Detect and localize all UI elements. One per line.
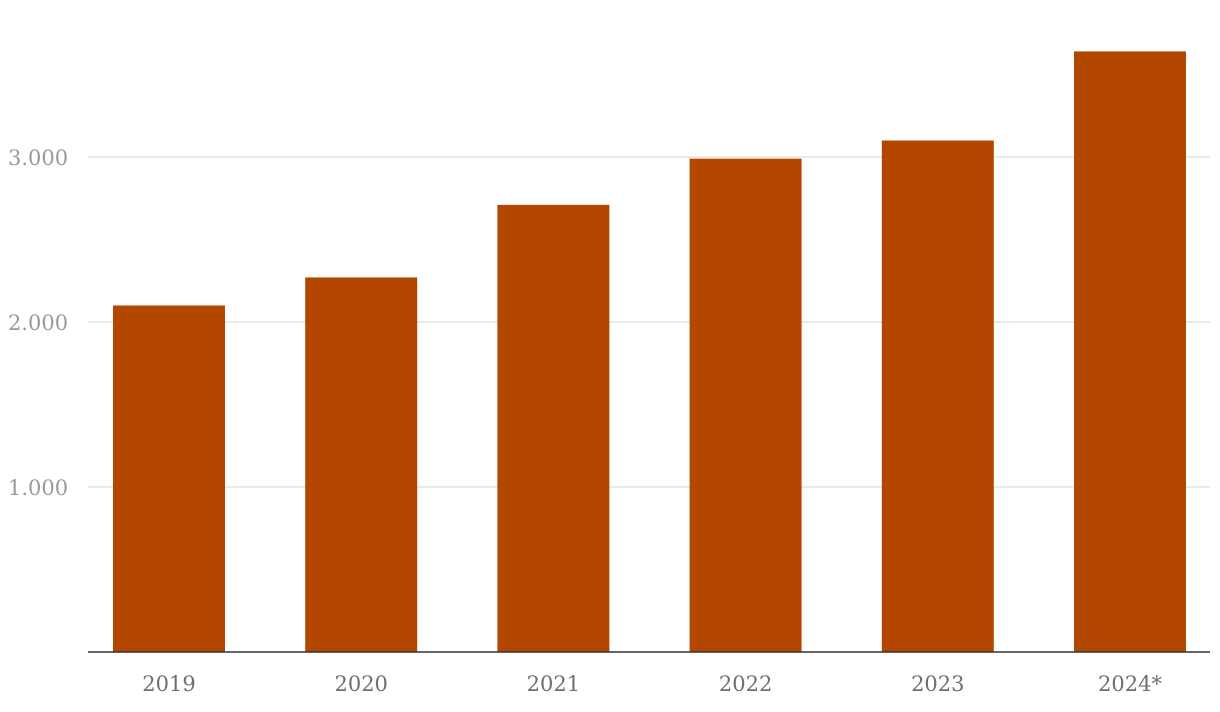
gridlines [88, 156, 1210, 488]
bar-2019 [113, 305, 225, 652]
y-axis-ticks: 1.000 2.000 3.000 [8, 146, 68, 500]
x-axis-ticks: 2019 2020 2021 2022 2023 2024* [142, 672, 1162, 696]
x-tick-label: 2019 [142, 672, 195, 696]
bar-2023 [881, 140, 994, 652]
bar-2021 [497, 204, 610, 652]
bar-2020 [305, 277, 418, 652]
x-tick-label: 2024* [1098, 672, 1162, 696]
y-tick-label: 3.000 [8, 146, 68, 170]
y-tick-label: 1.000 [8, 476, 68, 500]
bar-2022 [689, 158, 802, 652]
bars [113, 51, 1186, 652]
x-tick-label: 2023 [911, 672, 964, 696]
y-tick-label: 2.000 [8, 311, 68, 335]
x-tick-label: 2020 [334, 672, 387, 696]
x-tick-label: 2022 [719, 672, 772, 696]
x-tick-label: 2021 [527, 672, 580, 696]
bar-2024 [1074, 51, 1186, 652]
